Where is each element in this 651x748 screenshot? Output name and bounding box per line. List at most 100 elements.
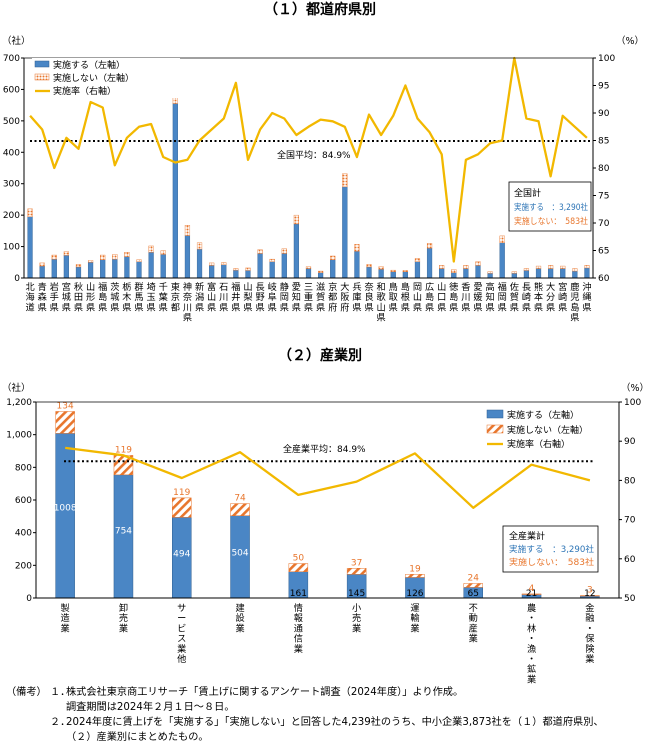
chart2-right-unit: （%） — [621, 382, 649, 394]
bar-no — [463, 583, 483, 588]
bar-no — [354, 244, 360, 252]
bar-no — [426, 243, 433, 249]
bar-no — [378, 266, 384, 270]
chart1-category-label: 富山県 — [207, 281, 216, 313]
note-2-number: ２． — [50, 717, 71, 728]
chart2-left-tick-label: 0 — [26, 594, 32, 604]
legend2-yes-label: 実施する（左軸） — [507, 409, 579, 421]
chart1-category-label: 広島県 — [425, 281, 434, 313]
chart1-category-label: 山口県 — [437, 282, 446, 313]
bar-yes-value: 12 — [584, 589, 595, 599]
legend2-no-label: 実施しない（左軸） — [507, 424, 588, 436]
bar-yes — [124, 256, 130, 279]
note-1-number: １． — [50, 687, 71, 698]
bar-yes-value: 1008 — [54, 503, 77, 513]
legend-yes-swatch — [34, 60, 50, 68]
bar-yes-value: 126 — [406, 589, 423, 599]
bar-no — [293, 214, 299, 225]
bar-yes — [426, 247, 433, 279]
bar-no — [475, 261, 481, 266]
bar-yes-value: 494 — [173, 550, 190, 560]
total2-no: 実施しない： 583社 — [509, 556, 594, 568]
chart1-category-label: 岐阜県 — [268, 281, 277, 313]
bar-no — [112, 254, 118, 260]
chart1-category-label: 北海道 — [25, 282, 34, 313]
chart1-right-tick-label: 80 — [598, 164, 610, 174]
chart1-category-label: 山梨県 — [243, 282, 252, 313]
bar-no — [463, 265, 469, 269]
chart1-category-label: 東京都 — [171, 281, 180, 313]
prefecture-chart: （１）都道府県別 （社） （%） 全国平均：84.9% 0 100 200 300 40… — [2, 1, 644, 324]
bar-yes — [390, 271, 396, 279]
total-yes: 実施する ：3,290社 — [514, 201, 588, 213]
chart1-category-label: 千葉県 — [159, 282, 168, 313]
chart1-rate-line — [29, 56, 588, 263]
bar-no — [160, 250, 166, 255]
chart1-category-label: 新潟県 — [195, 281, 204, 313]
chart1-category-label: 宮城県 — [62, 281, 71, 313]
notes-label: （備考） — [6, 687, 47, 698]
bar-no — [584, 265, 590, 269]
bar-no — [87, 260, 94, 263]
bar-no — [39, 262, 45, 267]
chart1-category-label: 神奈川県 — [183, 281, 192, 324]
bar-yes — [293, 223, 299, 279]
bar-yes — [55, 433, 75, 599]
chart1-category-label: 大分県 — [546, 281, 555, 313]
bar-no — [27, 208, 33, 217]
bar-no-value: 19 — [409, 564, 421, 574]
chart2-category-label: 不動産業 — [469, 603, 478, 645]
legend2-rate-label: 実施率（右軸） — [507, 438, 570, 450]
chart1-category-label: 鹿児島県 — [570, 281, 579, 324]
bar-yes — [63, 255, 69, 279]
legend-rate-label: 実施率（右軸） — [53, 85, 116, 97]
bar-yes — [330, 259, 336, 279]
chart1-left-tick-label: 400 — [3, 148, 20, 158]
chart1-category-label: 長野県 — [255, 282, 264, 313]
industry-chart: （２）産業別 （社） （%） 1008134754119494119504741… — [2, 347, 649, 685]
bar-no-value: 37 — [351, 558, 362, 568]
bar-yes — [160, 254, 166, 279]
chart1-left-tick-label: 700 — [3, 54, 20, 64]
chart2-category-label: 農・林・漁・鉱業 — [527, 602, 536, 685]
chart2-right-tick-label: 90 — [624, 437, 636, 447]
chart2-right-tick-label: 60 — [624, 555, 636, 565]
chart1-left-tick-label: 600 — [3, 85, 20, 95]
chart1-total-box: 全国計 実施する ：3,290社 実施しない： 583社 — [508, 181, 592, 232]
chart2-right-tick-label: 50 — [624, 594, 636, 604]
bar-yes — [584, 267, 590, 279]
chart1-right-tick-label: 70 — [598, 219, 610, 229]
bar-yes-value: 754 — [115, 526, 132, 536]
bar-yes — [305, 268, 312, 279]
bar-no — [209, 262, 215, 266]
chart1-category-label: 福島県 — [98, 281, 107, 313]
chart1-left-unit: （社） — [2, 35, 31, 47]
chart1-heading: （１）都道府県別 — [264, 1, 376, 18]
bar-yes — [136, 261, 142, 279]
bar-no — [269, 258, 275, 262]
bar-yes — [342, 186, 348, 279]
bar-yes — [572, 270, 578, 279]
chart1-category-label: 栃木県 — [122, 281, 131, 313]
note-1-line-1: 株式会社東京商工リサーチ「賃上げに関するアンケート調査（2024年度）」より作成… — [66, 687, 464, 698]
chart2-category-label: 運輸業 — [410, 603, 419, 634]
bar-yes — [112, 258, 118, 279]
chart1-right-tick-label: 95 — [598, 82, 609, 92]
chart2-left-tick-label: 400 — [15, 529, 32, 539]
bar-no — [511, 271, 517, 274]
chart1-category-label: 奈良県 — [364, 281, 373, 313]
chart1-right-tick-label: 90 — [598, 109, 610, 119]
bar-yes — [548, 268, 554, 279]
bar-yes — [439, 268, 445, 279]
chart1-right-unit: （%） — [616, 35, 644, 47]
bar-no-value: 134 — [57, 401, 74, 411]
chart1-category-label: 兵庫県 — [352, 281, 361, 313]
bar-yes-value: 65 — [468, 589, 479, 599]
chart1-category-label: 愛知県 — [292, 281, 301, 313]
chart1-left-tick-label: 100 — [3, 243, 20, 253]
chart1-right-tick-label: 75 — [598, 192, 609, 202]
bar-no — [535, 265, 542, 269]
bar-yes — [535, 268, 542, 279]
chart1-category-label: 山形県 — [86, 282, 95, 313]
chart2-category-label: サービス業他 — [177, 603, 186, 665]
